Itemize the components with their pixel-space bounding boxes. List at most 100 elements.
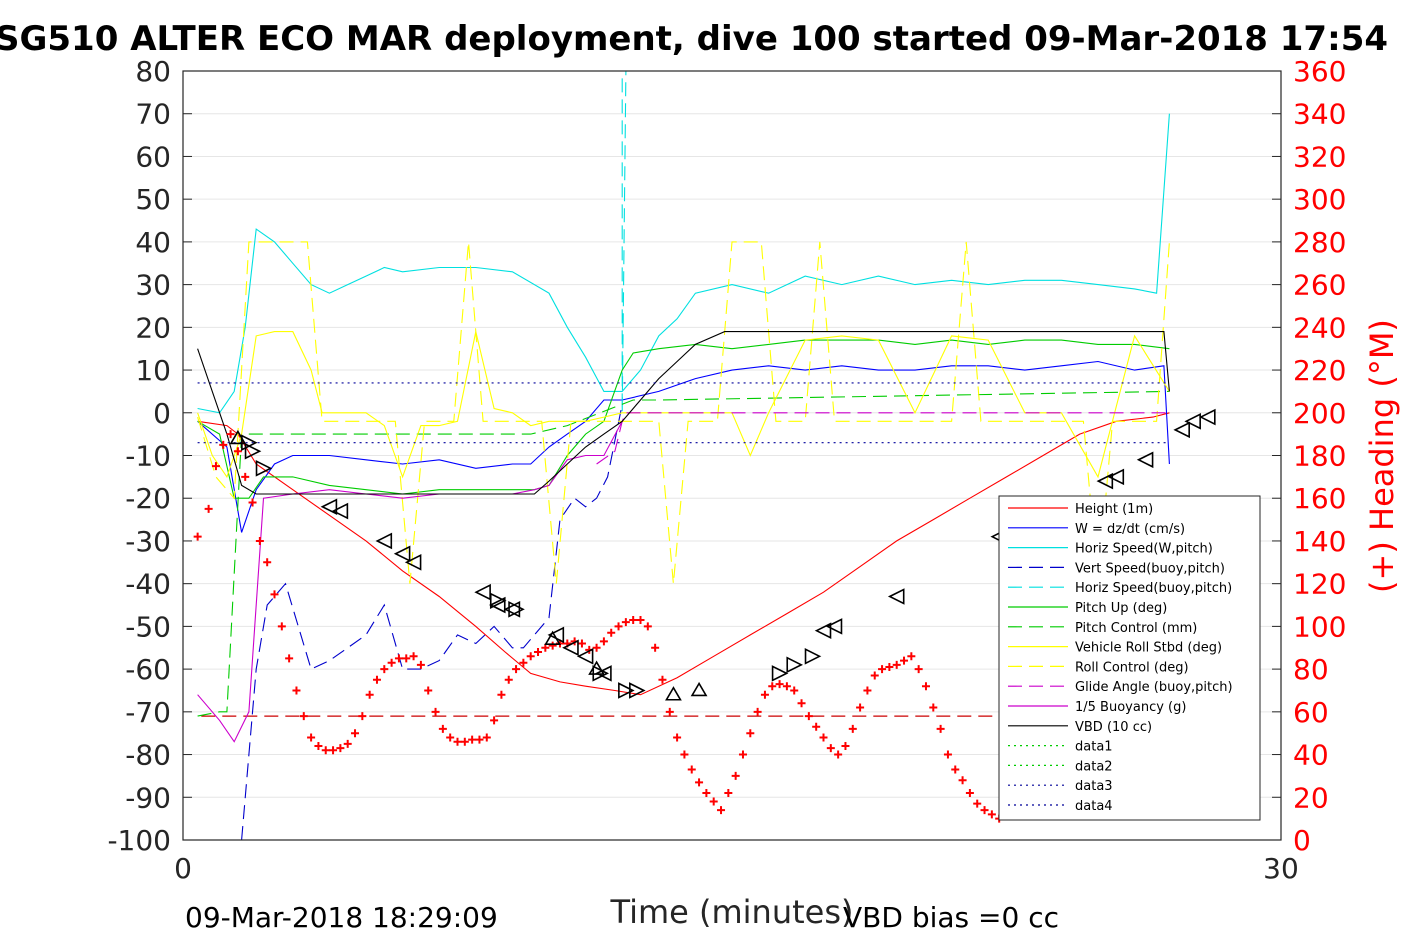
- footer-timestamp: 09-Mar-2018 18:29:09: [185, 901, 498, 934]
- heading-point: [643, 622, 652, 631]
- series-line-6: [197, 390, 1170, 717]
- right-tick-label: 260: [1293, 269, 1346, 302]
- triangle-marker-left: [1199, 408, 1216, 426]
- right-tick-label: 140: [1293, 525, 1346, 558]
- heading-layer: [194, 430, 1026, 823]
- heading-point: [299, 712, 308, 721]
- marker-layer: [229, 408, 1216, 701]
- heading-point: [468, 735, 477, 744]
- heading-point: [702, 789, 711, 798]
- heading-point: [270, 590, 279, 599]
- legend-entry: W = dz/dt (cm/s): [1075, 522, 1185, 537]
- heading-point: [943, 750, 952, 759]
- triangle-marker-left: [814, 622, 832, 639]
- heading-point: [636, 615, 645, 624]
- legend-entry: Height (1m): [1075, 502, 1153, 517]
- legend-entry: data4: [1075, 799, 1113, 814]
- triangle-marker-left: [1136, 451, 1154, 469]
- heading-point: [907, 652, 916, 661]
- left-tick-label: -50: [125, 610, 171, 643]
- left-tick-label: -30: [125, 525, 171, 558]
- heading-point: [936, 724, 945, 733]
- triangle-marker-left: [1096, 472, 1114, 490]
- triangle-marker-left: [595, 665, 612, 682]
- x-tick-label: 0: [174, 852, 192, 885]
- heading-point: [629, 615, 638, 624]
- series-line-7: [197, 331, 1170, 479]
- heading-point: [534, 648, 543, 657]
- left-tick-label: 70: [135, 98, 171, 131]
- series-line-2: [197, 113, 1170, 414]
- heading-point: [914, 665, 923, 674]
- heading-point: [193, 532, 202, 541]
- right-tick-label: 20: [1293, 781, 1329, 814]
- heading-point: [760, 690, 769, 699]
- right-tick-label: 340: [1293, 98, 1346, 131]
- heading-point: [746, 729, 755, 738]
- heading-point: [921, 682, 930, 691]
- triangle-marker-up: [229, 429, 247, 445]
- triangle-marker-left: [320, 498, 338, 516]
- heading-point: [329, 746, 338, 755]
- heading-point: [819, 733, 828, 742]
- triangle-marker-left: [375, 532, 393, 550]
- heading-point: [255, 536, 264, 545]
- x-tick-label: 30: [1263, 852, 1299, 885]
- heading-point: [475, 735, 484, 744]
- heading-point: [614, 622, 623, 631]
- left-tick-label: 40: [135, 226, 171, 259]
- triangle-marker-left: [404, 554, 422, 571]
- triangle-marker-right: [804, 648, 822, 665]
- heading-point: [987, 810, 996, 819]
- x-axis-label: Time (minutes): [610, 893, 854, 931]
- heading-point: [211, 462, 220, 471]
- heading-point: [863, 686, 872, 695]
- heading-point: [731, 771, 740, 780]
- legend-entry: data2: [1075, 759, 1113, 774]
- right-tick-label: 240: [1293, 311, 1346, 344]
- heading-point: [351, 729, 360, 738]
- triangle-marker-left: [503, 601, 521, 618]
- heading-point: [372, 675, 381, 684]
- right-tick-label: 0: [1293, 824, 1311, 857]
- legend-entry: data3: [1075, 779, 1113, 794]
- heading-point: [460, 737, 469, 746]
- heading-point: [724, 789, 733, 798]
- heading-point: [226, 430, 235, 439]
- heading-point: [431, 707, 440, 716]
- heading-point: [402, 654, 411, 663]
- heading-point: [782, 682, 791, 691]
- heading-point: [848, 724, 857, 733]
- right-tick-label: 40: [1293, 739, 1329, 772]
- heading-point: [446, 733, 455, 742]
- heading-point: [424, 686, 433, 695]
- heading-point: [482, 733, 491, 742]
- heading-point: [870, 671, 879, 680]
- triangle-marker-left: [562, 639, 579, 657]
- heading-point: [951, 765, 960, 774]
- legend-entry: Vert Speed(buoy,pitch): [1075, 561, 1225, 576]
- legend-entry: Vehicle Roll Stbd (deg): [1075, 641, 1222, 656]
- legend-entry: Pitch Up (deg): [1075, 601, 1167, 616]
- left-tick-label: -40: [125, 568, 171, 601]
- triangle-marker-left: [1173, 421, 1190, 439]
- heading-point: [438, 724, 447, 733]
- right-tick-label: 160: [1293, 482, 1346, 515]
- heading-point: [548, 641, 557, 650]
- heading-point: [753, 707, 762, 716]
- heading-point: [673, 733, 682, 742]
- left-tick-label: 20: [135, 311, 171, 344]
- heading-point: [453, 737, 462, 746]
- right-tick-label: 60: [1293, 696, 1329, 729]
- left-tick-label: -60: [125, 653, 171, 686]
- heading-point: [263, 558, 272, 567]
- left-tick-label: -20: [125, 482, 171, 515]
- legend-entry: Glide Angle (buoy,pitch): [1075, 680, 1233, 695]
- left-tick-label: 50: [135, 183, 171, 216]
- right-tick-label: 80: [1293, 653, 1329, 686]
- footer-vbd-bias: VBD bias =0 cc: [843, 901, 1059, 934]
- heading-point: [504, 675, 513, 684]
- triangle-marker-left: [331, 502, 349, 520]
- triangle-marker-right: [255, 460, 273, 477]
- left-tick-label: 10: [135, 354, 171, 387]
